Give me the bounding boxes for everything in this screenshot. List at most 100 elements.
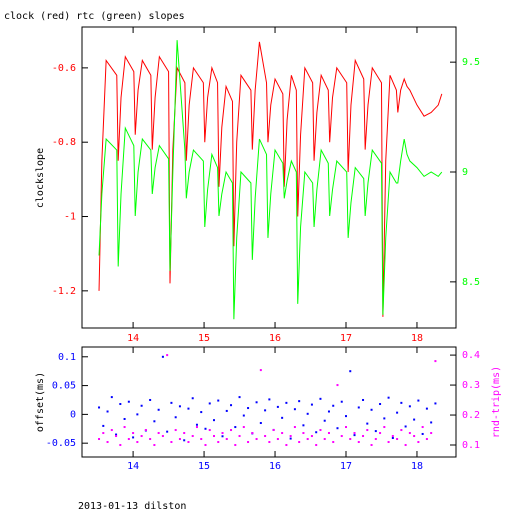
data-point bbox=[191, 397, 194, 400]
data-point bbox=[404, 425, 407, 428]
data-point bbox=[306, 412, 309, 415]
data-point bbox=[225, 409, 228, 412]
y-tick-label: 0.05 bbox=[52, 381, 76, 392]
data-point bbox=[221, 432, 224, 435]
data-point bbox=[319, 397, 322, 400]
data-point bbox=[110, 396, 113, 399]
data-point bbox=[234, 444, 237, 447]
y2-tick-label: 0.2 bbox=[462, 410, 480, 421]
data-point bbox=[408, 432, 411, 435]
y2-tick-label: 8.5 bbox=[462, 277, 480, 288]
data-point bbox=[315, 431, 318, 434]
x-tick-label: 14 bbox=[127, 461, 139, 472]
data-point bbox=[221, 435, 224, 438]
data-point bbox=[276, 438, 279, 441]
data-point bbox=[119, 403, 122, 406]
data-point bbox=[276, 405, 279, 408]
data-point bbox=[430, 432, 433, 435]
data-point bbox=[140, 435, 143, 438]
data-point bbox=[187, 441, 190, 444]
data-point bbox=[323, 438, 326, 441]
data-point bbox=[153, 444, 156, 447]
data-point bbox=[370, 444, 373, 447]
data-point bbox=[425, 407, 428, 410]
data-point bbox=[106, 410, 109, 413]
data-point bbox=[327, 410, 330, 413]
data-point bbox=[178, 438, 181, 441]
data-point bbox=[251, 432, 254, 435]
data-point bbox=[408, 405, 411, 408]
data-point bbox=[379, 403, 382, 406]
data-point bbox=[315, 444, 318, 447]
data-point bbox=[208, 402, 211, 405]
data-point bbox=[374, 430, 377, 433]
data-point bbox=[421, 426, 424, 429]
data-point bbox=[353, 434, 356, 437]
data-point bbox=[195, 423, 198, 426]
data-point bbox=[400, 429, 403, 432]
data-point bbox=[132, 432, 135, 435]
data-point bbox=[345, 426, 347, 429]
data-point bbox=[302, 432, 305, 435]
data-point bbox=[281, 416, 284, 419]
data-point bbox=[183, 439, 186, 442]
data-point bbox=[178, 405, 181, 408]
data-point bbox=[298, 441, 301, 444]
data-point bbox=[213, 419, 215, 422]
data-point bbox=[362, 435, 365, 438]
x-tick-label: 18 bbox=[411, 461, 423, 472]
data-point bbox=[106, 441, 109, 444]
data-point bbox=[306, 438, 309, 441]
data-point bbox=[353, 432, 356, 435]
data-point bbox=[123, 426, 126, 429]
data-point bbox=[166, 430, 169, 433]
x-tick-label: 14 bbox=[127, 333, 139, 344]
data-point bbox=[289, 435, 292, 438]
data-point bbox=[268, 398, 271, 401]
data-point bbox=[140, 404, 143, 407]
data-point bbox=[383, 426, 386, 429]
data-point bbox=[421, 432, 424, 435]
data-point bbox=[200, 438, 203, 441]
data-point bbox=[115, 435, 118, 438]
data-point bbox=[213, 435, 215, 438]
data-point bbox=[396, 438, 399, 441]
data-point bbox=[119, 444, 122, 447]
data-point bbox=[391, 435, 394, 438]
data-point bbox=[336, 427, 339, 430]
plot-frame bbox=[81, 346, 457, 458]
data-point bbox=[425, 438, 428, 441]
data-point bbox=[310, 435, 313, 438]
data-point bbox=[98, 438, 101, 441]
data-point bbox=[259, 422, 262, 425]
data-point bbox=[204, 427, 207, 430]
data-point bbox=[153, 420, 156, 423]
y-tick-label: -0.6 bbox=[52, 63, 76, 74]
data-point bbox=[161, 355, 164, 358]
data-point bbox=[217, 441, 220, 444]
y-tick-label: -0.8 bbox=[52, 137, 76, 148]
data-point bbox=[123, 417, 126, 420]
data-point bbox=[183, 432, 186, 435]
y2-tick-label: 9 bbox=[462, 167, 468, 178]
data-point bbox=[259, 369, 262, 372]
data-point bbox=[127, 438, 130, 441]
data-point bbox=[345, 415, 347, 418]
data-point bbox=[174, 416, 177, 419]
y-tick-label: 0 bbox=[70, 409, 76, 420]
data-point bbox=[230, 404, 233, 407]
y-tick-label: -1.2 bbox=[52, 286, 76, 297]
data-point bbox=[349, 370, 352, 373]
data-point bbox=[417, 441, 420, 444]
data-point bbox=[332, 441, 335, 444]
data-point bbox=[149, 398, 152, 401]
data-point bbox=[238, 435, 241, 438]
data-point bbox=[170, 401, 173, 404]
data-point bbox=[264, 409, 267, 412]
data-point bbox=[102, 424, 105, 427]
y2-tick-label: 0.3 bbox=[462, 380, 480, 391]
data-point bbox=[293, 426, 296, 429]
data-point bbox=[391, 436, 394, 439]
data-point bbox=[289, 437, 292, 440]
data-point bbox=[136, 441, 139, 444]
